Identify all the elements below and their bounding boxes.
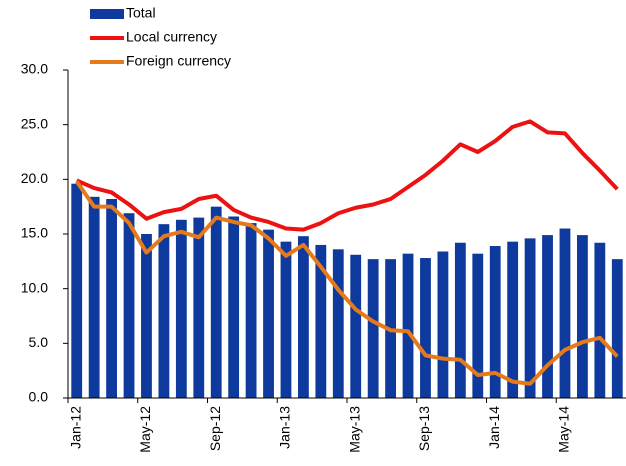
- y-tick-label: 30.0: [21, 61, 48, 77]
- y-tick-label: 0.0: [29, 389, 49, 405]
- bar: [332, 249, 344, 398]
- bar: [350, 254, 362, 398]
- bar: [106, 199, 117, 398]
- bar: [141, 234, 152, 398]
- bar: [611, 259, 623, 398]
- bar: [228, 216, 240, 398]
- bar: [123, 213, 135, 398]
- bar: [594, 242, 606, 398]
- bar: [454, 242, 466, 398]
- legend-label: Total: [126, 5, 156, 21]
- x-tick-label: Jan-13: [277, 406, 293, 449]
- bar: [210, 206, 222, 398]
- legend-label: Foreign currency: [126, 53, 231, 69]
- bar: [577, 235, 588, 398]
- bar: [367, 259, 379, 398]
- bar: [298, 236, 309, 398]
- bar: [472, 253, 484, 398]
- bar: [420, 258, 431, 398]
- line: [75, 119, 619, 232]
- bar: [315, 244, 327, 398]
- bar: [193, 217, 205, 398]
- bar: [507, 241, 519, 398]
- line: [75, 180, 619, 386]
- bar: [158, 224, 170, 398]
- bar: [175, 219, 187, 398]
- x-tick-label: May-13: [346, 406, 362, 453]
- bar: [280, 241, 292, 398]
- bar: [559, 228, 571, 398]
- bar: [437, 251, 449, 398]
- x-tick-label: May-12: [137, 406, 153, 453]
- y-tick-label: 15.0: [21, 225, 48, 241]
- x-tick-label: May-14: [556, 406, 572, 453]
- y-tick-label: 5.0: [29, 334, 49, 350]
- bar: [245, 223, 257, 398]
- x-tick-label: Sep-13: [416, 406, 432, 451]
- bar: [88, 196, 100, 398]
- bar: [402, 253, 414, 398]
- y-tick-label: 25.0: [21, 115, 48, 131]
- legend-label: Local currency: [126, 29, 217, 45]
- legend-swatch: [90, 9, 124, 19]
- bar: [524, 238, 536, 398]
- x-tick-label: Jan-14: [486, 406, 502, 449]
- x-tick-label: Jan-12: [67, 406, 83, 449]
- bar: [71, 183, 83, 398]
- x-tick-label: Sep-12: [207, 406, 223, 451]
- bar: [489, 246, 501, 398]
- bar: [542, 235, 553, 398]
- y-tick-label: 20.0: [21, 170, 48, 186]
- y-tick-label: 10.0: [21, 279, 48, 295]
- bar: [263, 229, 274, 398]
